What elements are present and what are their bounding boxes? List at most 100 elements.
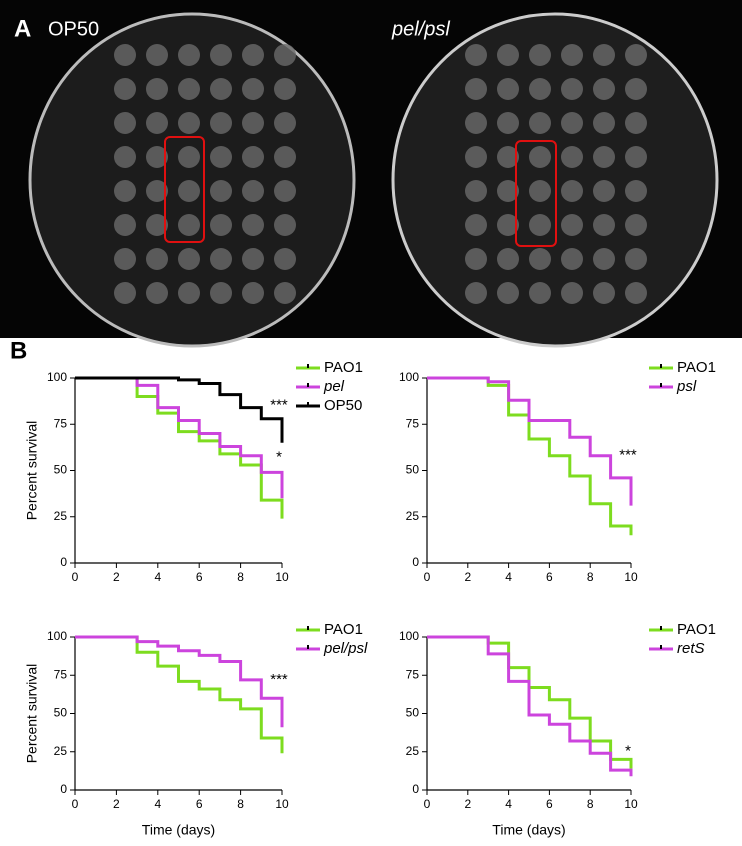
colony [497,282,519,304]
y-tick-label: 25 [406,744,420,758]
colony [529,112,551,134]
y-tick-label: 100 [399,629,419,643]
x-tick-label: 2 [113,570,120,584]
survival-curve [75,376,284,443]
colony [178,282,200,304]
colony [146,248,168,270]
colony [114,180,136,202]
colony [625,78,647,100]
x-tick-label: 10 [275,570,289,584]
x-axis-title: Time (days) [142,822,215,838]
colony [178,214,200,236]
colony [210,248,232,270]
colony [178,248,200,270]
colony [210,146,232,168]
colony [146,282,168,304]
y-tick-label: 100 [47,370,67,384]
y-tick-label: 50 [54,463,68,477]
y-tick-label: 50 [406,706,420,720]
colony [465,282,487,304]
y-tick-label: 0 [412,555,419,569]
colony [625,214,647,236]
colony [561,78,583,100]
panel-label: A [14,15,31,42]
colony [593,146,615,168]
colony [242,78,264,100]
significance-label: *** [619,447,637,464]
colony [465,214,487,236]
x-tick-label: 6 [196,797,203,811]
colony [242,214,264,236]
y-tick-label: 0 [60,782,67,796]
colony [114,78,136,100]
colony [593,282,615,304]
x-tick-label: 10 [624,570,638,584]
colony [178,180,200,202]
highlight-box [164,136,205,243]
colony [593,44,615,66]
legend-label: retS [677,640,705,657]
x-tick-label: 2 [113,797,120,811]
colony [529,214,551,236]
colony [497,248,519,270]
colony [625,282,647,304]
colony [593,112,615,134]
colony [625,248,647,270]
legend-label: OP50 [324,397,362,414]
colony [529,146,551,168]
y-tick-label: 0 [60,555,67,569]
colony [242,146,264,168]
colony [561,112,583,134]
colony [210,112,232,134]
y-tick-label: 100 [47,629,67,643]
colony [529,248,551,270]
x-tick-label: 0 [72,797,79,811]
x-tick-label: 0 [424,797,431,811]
colony [146,214,168,236]
colony [242,112,264,134]
survival-curve [427,376,633,506]
colony [529,180,551,202]
y-axis-title: Percent survival [24,421,40,521]
survival-curve [427,376,633,536]
y-tick-label: 75 [54,416,68,430]
x-tick-label: 8 [587,797,594,811]
colony [114,112,136,134]
colony [274,78,296,100]
x-tick-label: 10 [275,797,289,811]
x-tick-label: 8 [237,570,244,584]
y-tick-label: 100 [399,370,419,384]
colony [625,44,647,66]
colony [178,146,200,168]
x-tick-label: 4 [505,797,512,811]
colonies [114,44,647,304]
colony [593,78,615,100]
colony [114,146,136,168]
colony [274,282,296,304]
x-tick-label: 4 [154,570,161,584]
x-tick-label: 2 [464,797,471,811]
colony [210,78,232,100]
colony [242,282,264,304]
y-tick-label: 25 [54,744,68,758]
x-tick-label: 8 [587,570,594,584]
survival-curve [75,635,284,754]
y-tick-label: 75 [406,416,420,430]
panel-label: B [10,337,27,364]
colony [242,248,264,270]
colony [625,146,647,168]
colony [242,180,264,202]
colony [593,180,615,202]
colony [210,44,232,66]
y-tick-label: 50 [54,706,68,720]
colony [497,78,519,100]
colony [465,248,487,270]
survival-curve [427,635,633,777]
y-tick-label: 25 [54,509,68,523]
colony [465,112,487,134]
colony [465,180,487,202]
colony [114,44,136,66]
colony [274,214,296,236]
legend-label: psl [676,378,697,395]
